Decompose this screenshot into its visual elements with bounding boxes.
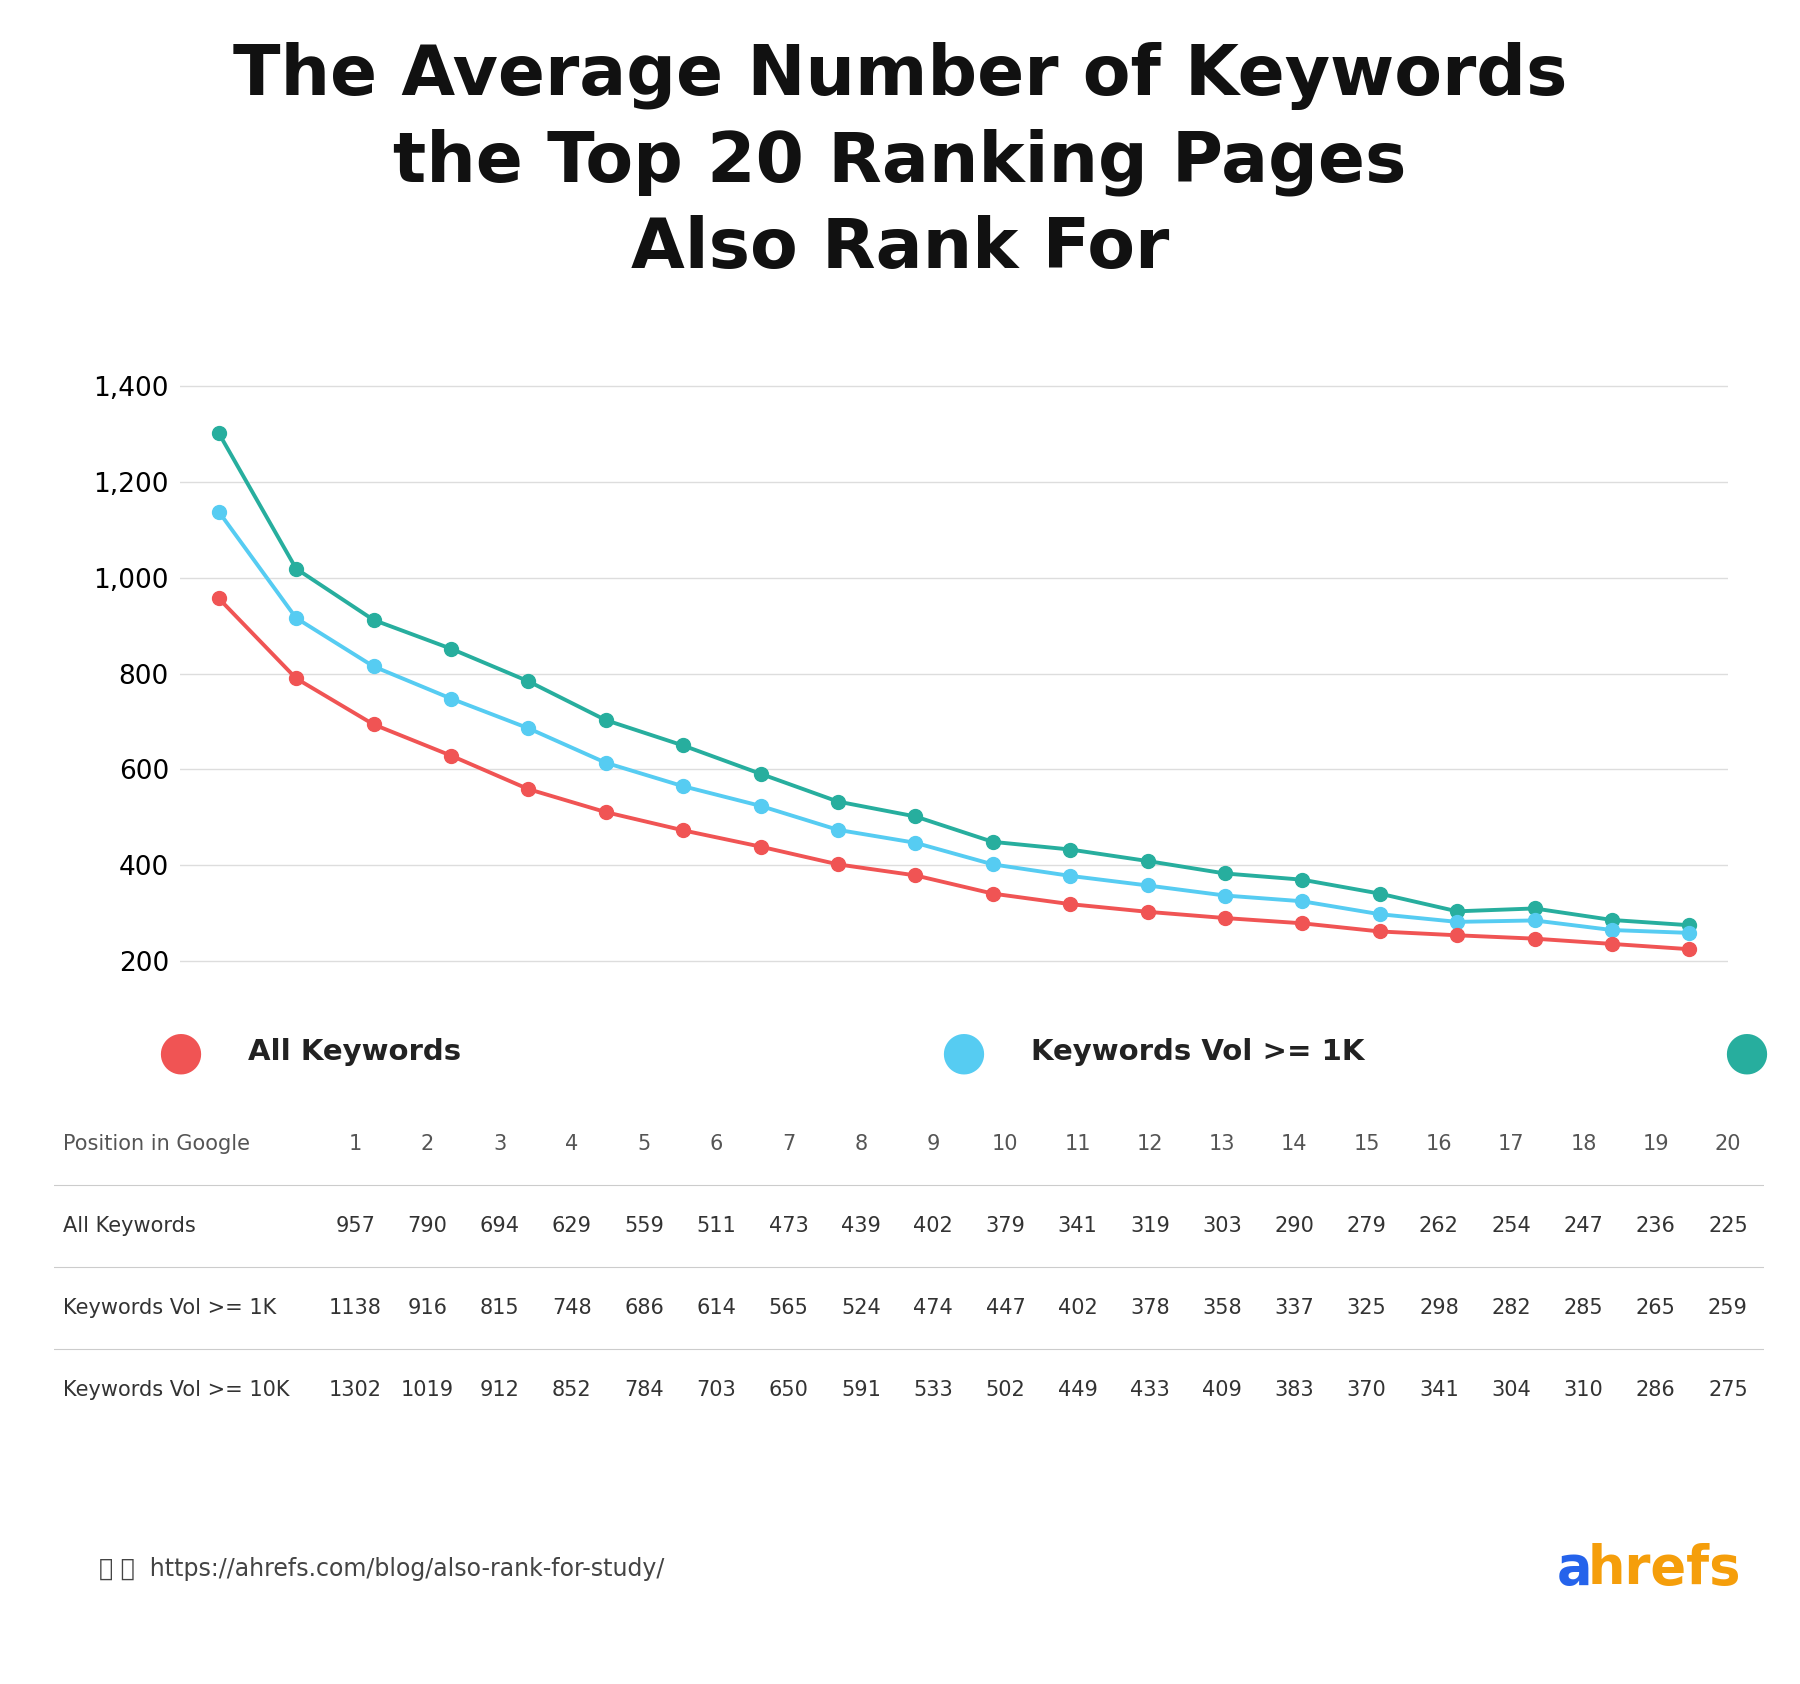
Text: 591: 591	[841, 1381, 880, 1401]
Text: 236: 236	[1636, 1216, 1676, 1236]
Text: 852: 852	[553, 1381, 592, 1401]
Text: 383: 383	[1274, 1381, 1314, 1401]
Text: 912: 912	[481, 1381, 520, 1401]
Text: 957: 957	[335, 1216, 374, 1236]
Text: 10: 10	[992, 1133, 1019, 1154]
Text: 298: 298	[1418, 1298, 1458, 1319]
Text: 247: 247	[1564, 1216, 1604, 1236]
Text: Keywords Vol >= 1K: Keywords Vol >= 1K	[63, 1298, 275, 1319]
Text: 259: 259	[1708, 1298, 1748, 1319]
Text: 5: 5	[637, 1133, 652, 1154]
Text: 650: 650	[769, 1381, 808, 1401]
Text: 686: 686	[625, 1298, 664, 1319]
Text: 790: 790	[407, 1216, 448, 1236]
Text: ●: ●	[1723, 1027, 1769, 1078]
Text: 473: 473	[769, 1216, 808, 1236]
Text: 319: 319	[1130, 1216, 1170, 1236]
Text: 524: 524	[841, 1298, 880, 1319]
Text: 409: 409	[1202, 1381, 1242, 1401]
Text: All Keywords: All Keywords	[248, 1039, 461, 1066]
Text: 378: 378	[1130, 1298, 1170, 1319]
Text: Keywords Vol >= 1K: Keywords Vol >= 1K	[1031, 1039, 1364, 1066]
Text: All Keywords: All Keywords	[63, 1216, 196, 1236]
Text: 449: 449	[1058, 1381, 1098, 1401]
Text: 4: 4	[565, 1133, 578, 1154]
Text: 533: 533	[913, 1381, 952, 1401]
Text: 8: 8	[855, 1133, 868, 1154]
Text: 262: 262	[1418, 1216, 1458, 1236]
Text: 12: 12	[1136, 1133, 1163, 1154]
Text: 6: 6	[709, 1133, 724, 1154]
Text: 303: 303	[1202, 1216, 1242, 1236]
Text: 279: 279	[1346, 1216, 1386, 1236]
Text: 433: 433	[1130, 1381, 1170, 1401]
Text: 748: 748	[553, 1298, 592, 1319]
Text: ●: ●	[940, 1027, 986, 1078]
Text: 285: 285	[1564, 1298, 1604, 1319]
Text: 358: 358	[1202, 1298, 1242, 1319]
Text: 370: 370	[1346, 1381, 1386, 1401]
Text: 17: 17	[1498, 1133, 1525, 1154]
Text: 265: 265	[1636, 1298, 1676, 1319]
Text: 784: 784	[625, 1381, 664, 1401]
Text: 13: 13	[1210, 1133, 1235, 1154]
Text: 565: 565	[769, 1298, 808, 1319]
Text: Keywords Vol >= 10K: Keywords Vol >= 10K	[63, 1381, 290, 1401]
Text: 275: 275	[1708, 1381, 1748, 1401]
Text: 14: 14	[1282, 1133, 1307, 1154]
Text: 474: 474	[913, 1298, 952, 1319]
Text: 282: 282	[1492, 1298, 1532, 1319]
Text: 325: 325	[1346, 1298, 1386, 1319]
Text: 916: 916	[407, 1298, 448, 1319]
Text: 16: 16	[1426, 1133, 1453, 1154]
Text: 254: 254	[1490, 1216, 1532, 1236]
Text: ●: ●	[157, 1027, 203, 1078]
Text: 1: 1	[349, 1133, 362, 1154]
Text: 304: 304	[1490, 1381, 1532, 1401]
Text: 559: 559	[625, 1216, 664, 1236]
Text: Ⓒ Ⓘ  https://ahrefs.com/blog/also-rank-for-study/: Ⓒ Ⓘ https://ahrefs.com/blog/also-rank-fo…	[99, 1558, 664, 1581]
Text: hrefs: hrefs	[1588, 1544, 1741, 1595]
Text: 2: 2	[421, 1133, 434, 1154]
Text: 815: 815	[481, 1298, 520, 1319]
Text: 379: 379	[985, 1216, 1026, 1236]
Text: 447: 447	[986, 1298, 1026, 1319]
Text: 3: 3	[493, 1133, 506, 1154]
Text: 337: 337	[1274, 1298, 1314, 1319]
Text: 341: 341	[1418, 1381, 1458, 1401]
Text: 1019: 1019	[401, 1381, 454, 1401]
Text: a: a	[1557, 1544, 1593, 1595]
Text: 1138: 1138	[329, 1298, 382, 1319]
Text: 15: 15	[1354, 1133, 1381, 1154]
Text: 502: 502	[986, 1381, 1026, 1401]
Text: 694: 694	[479, 1216, 520, 1236]
Text: 1302: 1302	[329, 1381, 382, 1401]
Text: 703: 703	[697, 1381, 736, 1401]
Text: 511: 511	[697, 1216, 736, 1236]
Text: 7: 7	[781, 1133, 796, 1154]
Text: 18: 18	[1570, 1133, 1597, 1154]
Text: 11: 11	[1064, 1133, 1091, 1154]
Text: 402: 402	[913, 1216, 952, 1236]
Text: 286: 286	[1636, 1381, 1676, 1401]
Text: 19: 19	[1642, 1133, 1669, 1154]
Text: 629: 629	[553, 1216, 592, 1236]
Text: 290: 290	[1274, 1216, 1314, 1236]
Text: 439: 439	[841, 1216, 880, 1236]
Text: 341: 341	[1058, 1216, 1098, 1236]
Text: 310: 310	[1564, 1381, 1604, 1401]
Text: 225: 225	[1708, 1216, 1748, 1236]
Text: Position in Google: Position in Google	[63, 1133, 250, 1154]
Text: 9: 9	[927, 1133, 940, 1154]
Text: 614: 614	[697, 1298, 736, 1319]
Text: 20: 20	[1715, 1133, 1741, 1154]
Text: 402: 402	[1058, 1298, 1098, 1319]
Text: The Average Number of Keywords
the Top 20 Ranking Pages
Also Rank For: The Average Number of Keywords the Top 2…	[232, 42, 1568, 281]
